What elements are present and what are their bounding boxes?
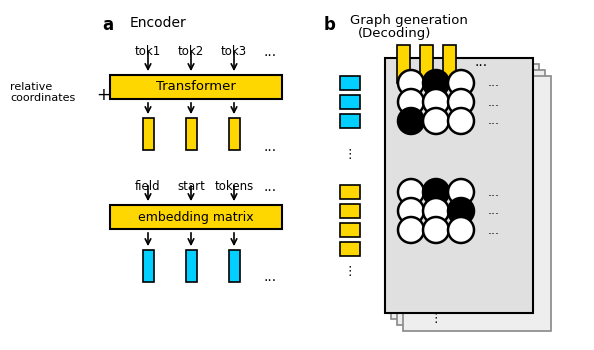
- Text: ⋮: ⋮: [344, 148, 356, 161]
- Text: ...: ...: [263, 45, 277, 59]
- Text: ...: ...: [488, 77, 500, 90]
- Circle shape: [398, 179, 424, 205]
- Circle shape: [448, 89, 474, 115]
- Text: ...: ...: [488, 204, 500, 217]
- Circle shape: [398, 89, 424, 115]
- Circle shape: [423, 217, 449, 243]
- Bar: [397, 45, 409, 83]
- Circle shape: [448, 70, 474, 96]
- Circle shape: [398, 108, 424, 134]
- Text: tok3: tok3: [221, 45, 247, 58]
- Text: ...: ...: [488, 186, 500, 198]
- Text: ⋮: ⋮: [429, 312, 443, 325]
- Text: start: start: [177, 180, 205, 193]
- Circle shape: [423, 70, 449, 96]
- Bar: [340, 204, 360, 218]
- Bar: [443, 45, 456, 83]
- Circle shape: [398, 70, 424, 96]
- Bar: [391, 64, 539, 319]
- Bar: [110, 75, 282, 99]
- Text: ⋮: ⋮: [344, 265, 356, 278]
- Circle shape: [423, 89, 449, 115]
- Bar: [143, 118, 153, 150]
- Circle shape: [423, 198, 449, 224]
- Bar: [340, 114, 360, 128]
- Circle shape: [423, 108, 449, 134]
- Bar: [340, 76, 360, 90]
- Bar: [340, 95, 360, 109]
- Text: coordinates: coordinates: [10, 93, 75, 103]
- Bar: [419, 45, 432, 83]
- Circle shape: [398, 217, 424, 243]
- Text: (Decoding): (Decoding): [358, 27, 431, 40]
- Circle shape: [448, 108, 474, 134]
- Text: ...: ...: [488, 224, 500, 237]
- Text: relative: relative: [10, 82, 52, 92]
- Text: a: a: [102, 16, 113, 34]
- Bar: [143, 250, 153, 282]
- Text: Graph generation: Graph generation: [350, 14, 468, 27]
- Text: ...: ...: [475, 55, 488, 69]
- Bar: [229, 250, 239, 282]
- Circle shape: [448, 179, 474, 205]
- Bar: [110, 205, 282, 229]
- Text: ...: ...: [263, 180, 277, 194]
- Text: b: b: [324, 16, 336, 34]
- Circle shape: [423, 179, 449, 205]
- Bar: [340, 242, 360, 256]
- Text: Encoder: Encoder: [130, 16, 187, 30]
- Text: tokens: tokens: [214, 180, 254, 193]
- Text: ...: ...: [488, 114, 500, 127]
- Bar: [340, 223, 360, 237]
- Bar: [185, 118, 197, 150]
- Text: Transformer: Transformer: [156, 80, 236, 93]
- Bar: [385, 58, 533, 313]
- Text: embedding matrix: embedding matrix: [138, 210, 254, 224]
- Text: ...: ...: [488, 96, 500, 108]
- Circle shape: [448, 198, 474, 224]
- Bar: [340, 185, 360, 199]
- Bar: [403, 76, 551, 331]
- Text: ...: ...: [263, 270, 277, 284]
- Text: tok2: tok2: [178, 45, 204, 58]
- Bar: [397, 70, 545, 325]
- Text: tok1: tok1: [135, 45, 161, 58]
- Bar: [229, 118, 239, 150]
- Circle shape: [448, 217, 474, 243]
- Circle shape: [398, 198, 424, 224]
- Bar: [185, 250, 197, 282]
- Text: +: +: [96, 86, 110, 104]
- Text: field: field: [135, 180, 161, 193]
- Text: ...: ...: [263, 140, 277, 154]
